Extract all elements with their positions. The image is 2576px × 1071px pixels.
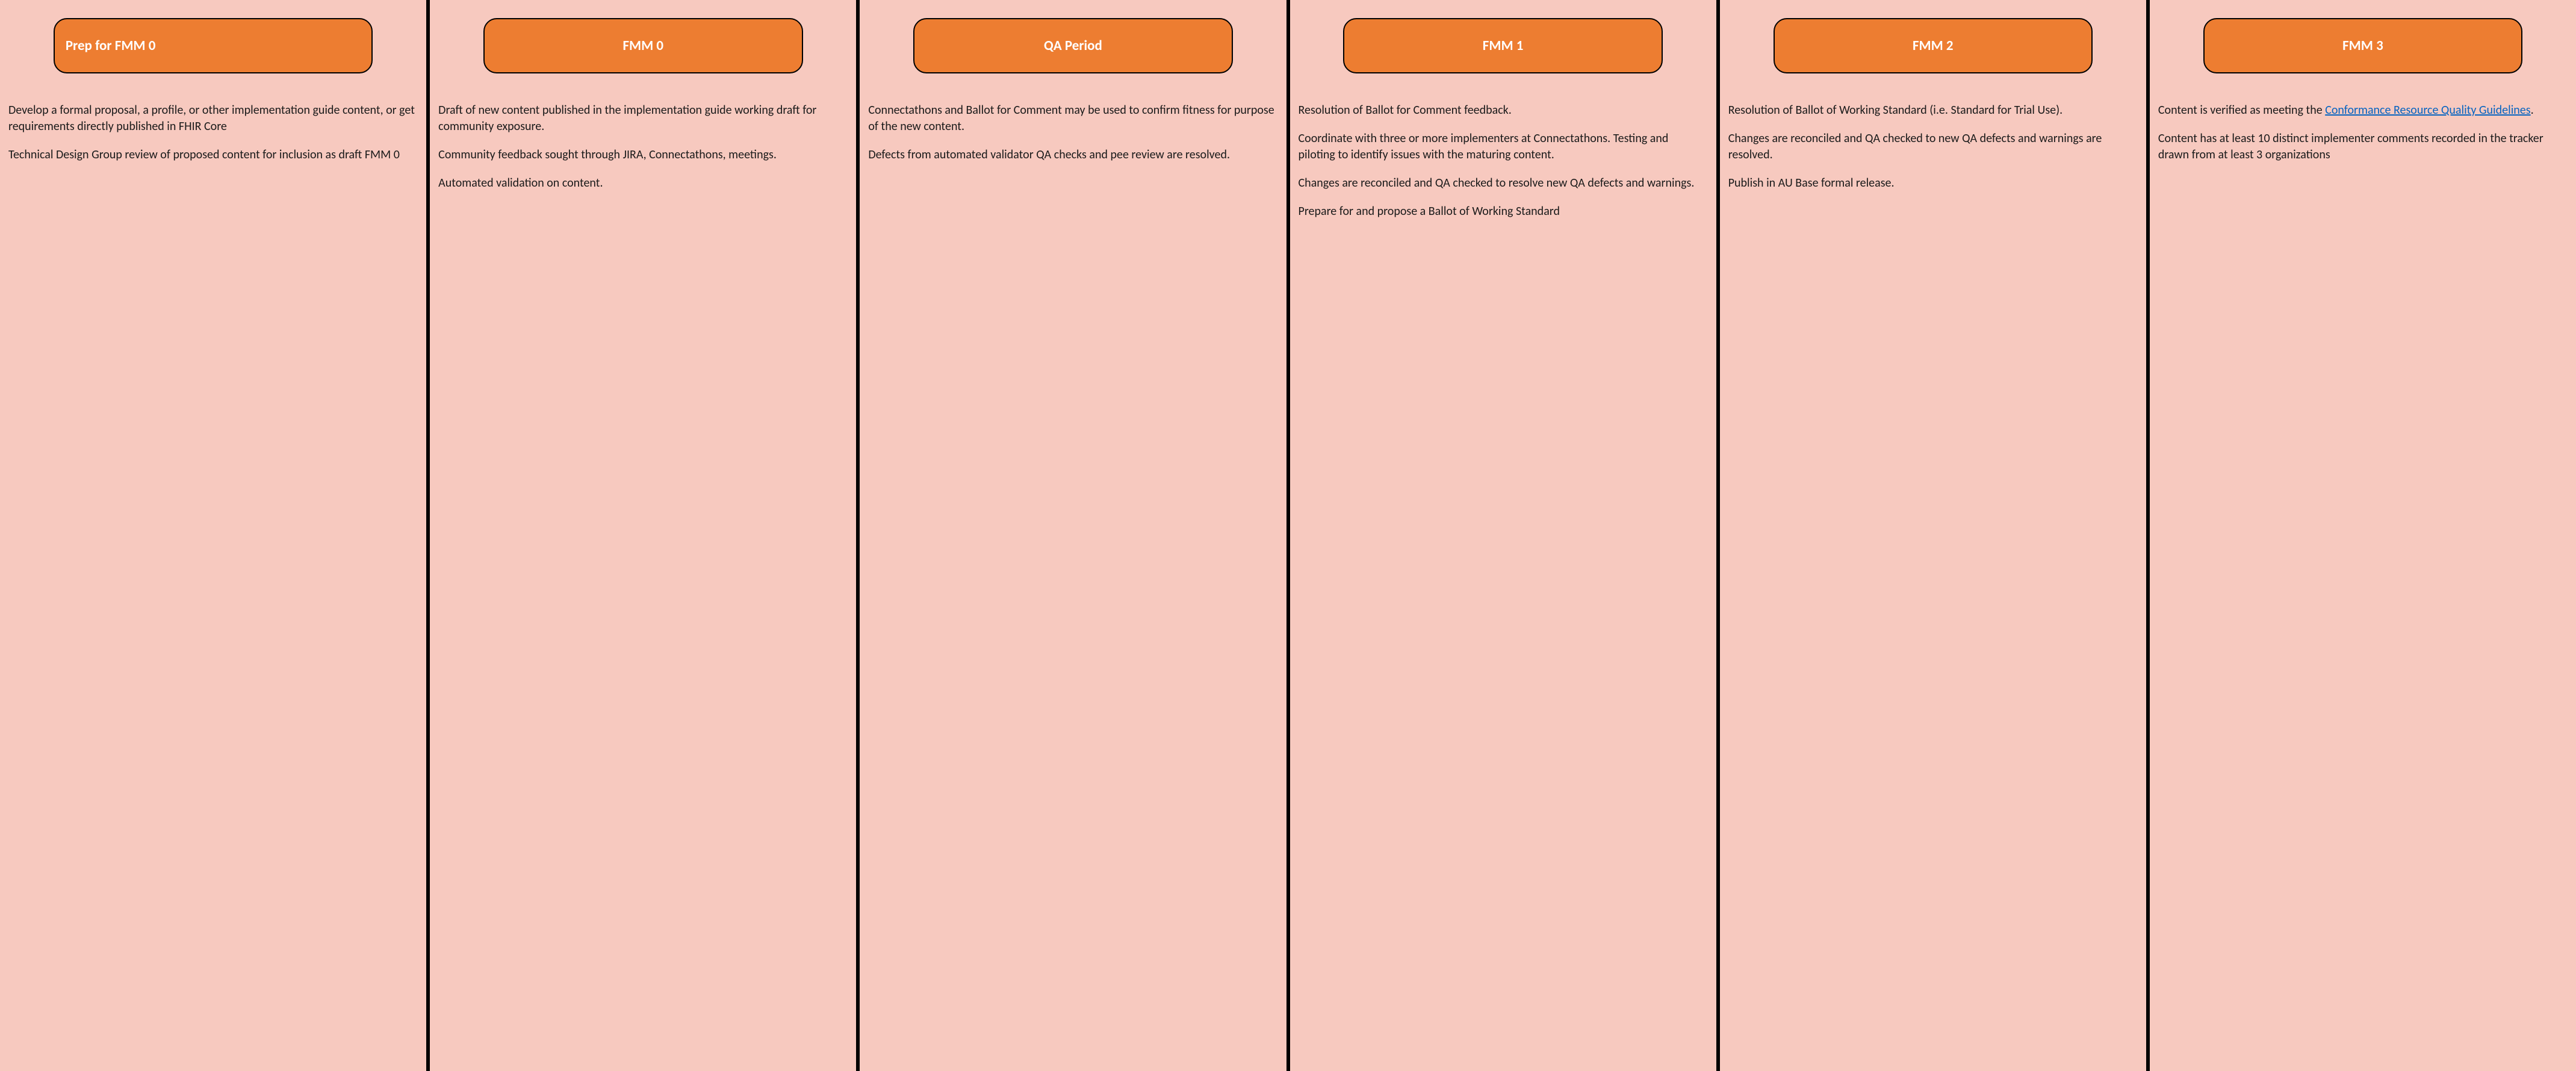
stage-body: Resolution of Ballot for Comment feedbac…: [1299, 102, 1708, 220]
stage-pill: FMM 3: [2203, 18, 2523, 73]
col-qa-period: QA Period Connectathons and Ballot for C…: [860, 0, 1290, 1071]
maturity-board: Prep for FMM 0 Develop a formal proposal…: [0, 0, 2576, 1071]
col-fmm0: FMM 0 Draft of new content published in …: [430, 0, 860, 1071]
stage-body: Develop a formal proposal, a profile, or…: [8, 102, 418, 163]
para: Automated validation on content.: [438, 175, 848, 191]
para: Content has at least 10 distinct impleme…: [2158, 131, 2568, 163]
stage-body: Draft of new content published in the im…: [438, 102, 848, 191]
para: Defects from automated validator QA chec…: [868, 147, 1277, 163]
para: Prepare for and propose a Ballot of Work…: [1299, 203, 1708, 220]
conformance-guidelines-link[interactable]: Conformance Resource Quality Guidelines: [2325, 103, 2530, 117]
para: Publish in AU Base formal release.: [1728, 175, 2138, 191]
stage-pill: QA Period: [913, 18, 1233, 73]
para-text: Content is verified as meeting the: [2158, 103, 2325, 117]
stage-pill: FMM 2: [1774, 18, 2093, 73]
col-prep-fmm0: Prep for FMM 0 Develop a formal proposal…: [0, 0, 430, 1071]
stage-pill: Prep for FMM 0: [54, 18, 373, 73]
para: Changes are reconciled and QA checked to…: [1728, 131, 2138, 163]
para: Draft of new content published in the im…: [438, 102, 848, 135]
stage-body: Connectathons and Ballot for Comment may…: [868, 102, 1277, 163]
para: Resolution of Ballot of Working Standard…: [1728, 102, 2138, 119]
para: Content is verified as meeting the Confo…: [2158, 102, 2568, 119]
para-text: .: [2531, 103, 2534, 117]
stage-body: Content is verified as meeting the Confo…: [2158, 102, 2568, 163]
stage-body: Resolution of Ballot of Working Standard…: [1728, 102, 2138, 191]
stage-pill: FMM 1: [1343, 18, 1663, 73]
col-fmm2: FMM 2 Resolution of Ballot of Working St…: [1720, 0, 2150, 1071]
col-fmm1: FMM 1 Resolution of Ballot for Comment f…: [1290, 0, 1720, 1071]
para: Technical Design Group review of propose…: [8, 147, 418, 163]
para: Resolution of Ballot for Comment feedbac…: [1299, 102, 1708, 119]
para: Community feedback sought through JIRA, …: [438, 147, 848, 163]
stage-pill: FMM 0: [483, 18, 803, 73]
para: Coordinate with three or more implemente…: [1299, 131, 1708, 163]
para: Changes are reconciled and QA checked to…: [1299, 175, 1708, 191]
col-fmm3: FMM 3 Content is verified as meeting the…: [2150, 0, 2576, 1071]
para: Develop a formal proposal, a profile, or…: [8, 102, 418, 135]
para: Connectathons and Ballot for Comment may…: [868, 102, 1277, 135]
